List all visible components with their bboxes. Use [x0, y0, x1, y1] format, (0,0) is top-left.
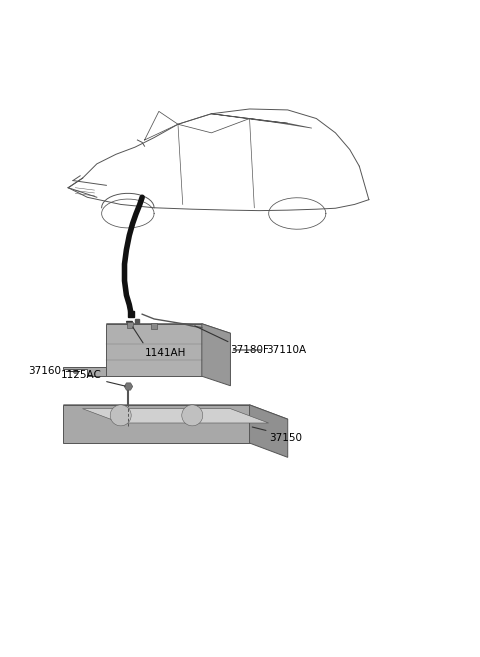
Polygon shape [63, 405, 288, 419]
Polygon shape [107, 324, 202, 376]
Polygon shape [63, 405, 250, 443]
Polygon shape [202, 324, 230, 386]
Circle shape [110, 405, 131, 426]
Text: 1141AH: 1141AH [144, 348, 186, 357]
Text: 37150: 37150 [270, 432, 302, 443]
Text: 1125AC: 1125AC [61, 370, 102, 380]
Polygon shape [83, 409, 269, 423]
Text: 37160: 37160 [28, 367, 61, 376]
Polygon shape [250, 405, 288, 457]
Polygon shape [107, 324, 230, 333]
Text: 37180F: 37180F [230, 345, 269, 355]
Circle shape [182, 405, 203, 426]
Text: 37110A: 37110A [266, 345, 306, 355]
Polygon shape [63, 367, 107, 376]
